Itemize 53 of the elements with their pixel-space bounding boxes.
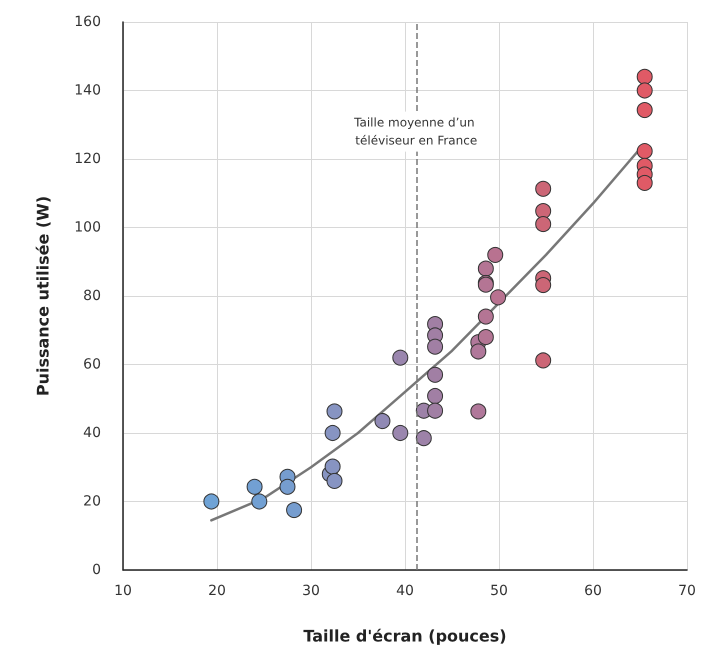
y-tick-label: 0 [92, 562, 101, 578]
point [326, 403, 342, 420]
point [280, 478, 296, 495]
y-tick-label: 120 [74, 151, 101, 167]
point [636, 82, 653, 98]
point [487, 246, 504, 263]
point [535, 277, 552, 294]
point [203, 494, 220, 510]
point [324, 458, 341, 475]
point [535, 216, 552, 232]
point [427, 366, 444, 383]
point [535, 352, 552, 368]
point [535, 203, 552, 220]
point [392, 350, 408, 366]
point [478, 260, 494, 277]
x-axis-title: Taille d'écran (pouces) [303, 626, 507, 646]
point [392, 425, 408, 441]
point [326, 472, 342, 489]
point [470, 343, 486, 360]
point [416, 430, 432, 446]
point [490, 289, 506, 306]
y-axis-title: Puissance utilisée (W) [34, 196, 52, 396]
point [636, 68, 653, 85]
point [636, 143, 653, 160]
point [535, 180, 552, 197]
point [427, 388, 444, 404]
ref-line-label: Taille moyenne d’un téléviseur en France [353, 116, 478, 148]
point [636, 102, 653, 118]
y-tick-label: 140 [74, 82, 101, 98]
point [478, 329, 494, 346]
point [427, 338, 444, 355]
x-tick-label: 60 [584, 583, 602, 599]
point [324, 425, 341, 441]
point [286, 502, 302, 518]
y-tick-label: 100 [74, 220, 101, 236]
x-tick-label: 50 [490, 583, 508, 599]
point [636, 174, 653, 191]
x-tick-label: 40 [396, 583, 414, 599]
x-tick-label: 30 [302, 583, 320, 599]
point [251, 494, 268, 510]
point [478, 308, 494, 325]
y-tick-label: 80 [83, 288, 101, 304]
x-tick-label: 70 [678, 583, 696, 599]
point [470, 403, 486, 420]
y-tick-label: 60 [83, 356, 101, 372]
point [427, 402, 444, 419]
point [246, 478, 263, 495]
y-tick-label: 40 [83, 425, 101, 441]
x-tick-label: 10 [114, 583, 132, 599]
y-tick-label: 160 [74, 14, 101, 30]
x-tick-label: 20 [208, 583, 226, 599]
y-tick-label: 20 [83, 494, 101, 510]
point [374, 413, 390, 430]
